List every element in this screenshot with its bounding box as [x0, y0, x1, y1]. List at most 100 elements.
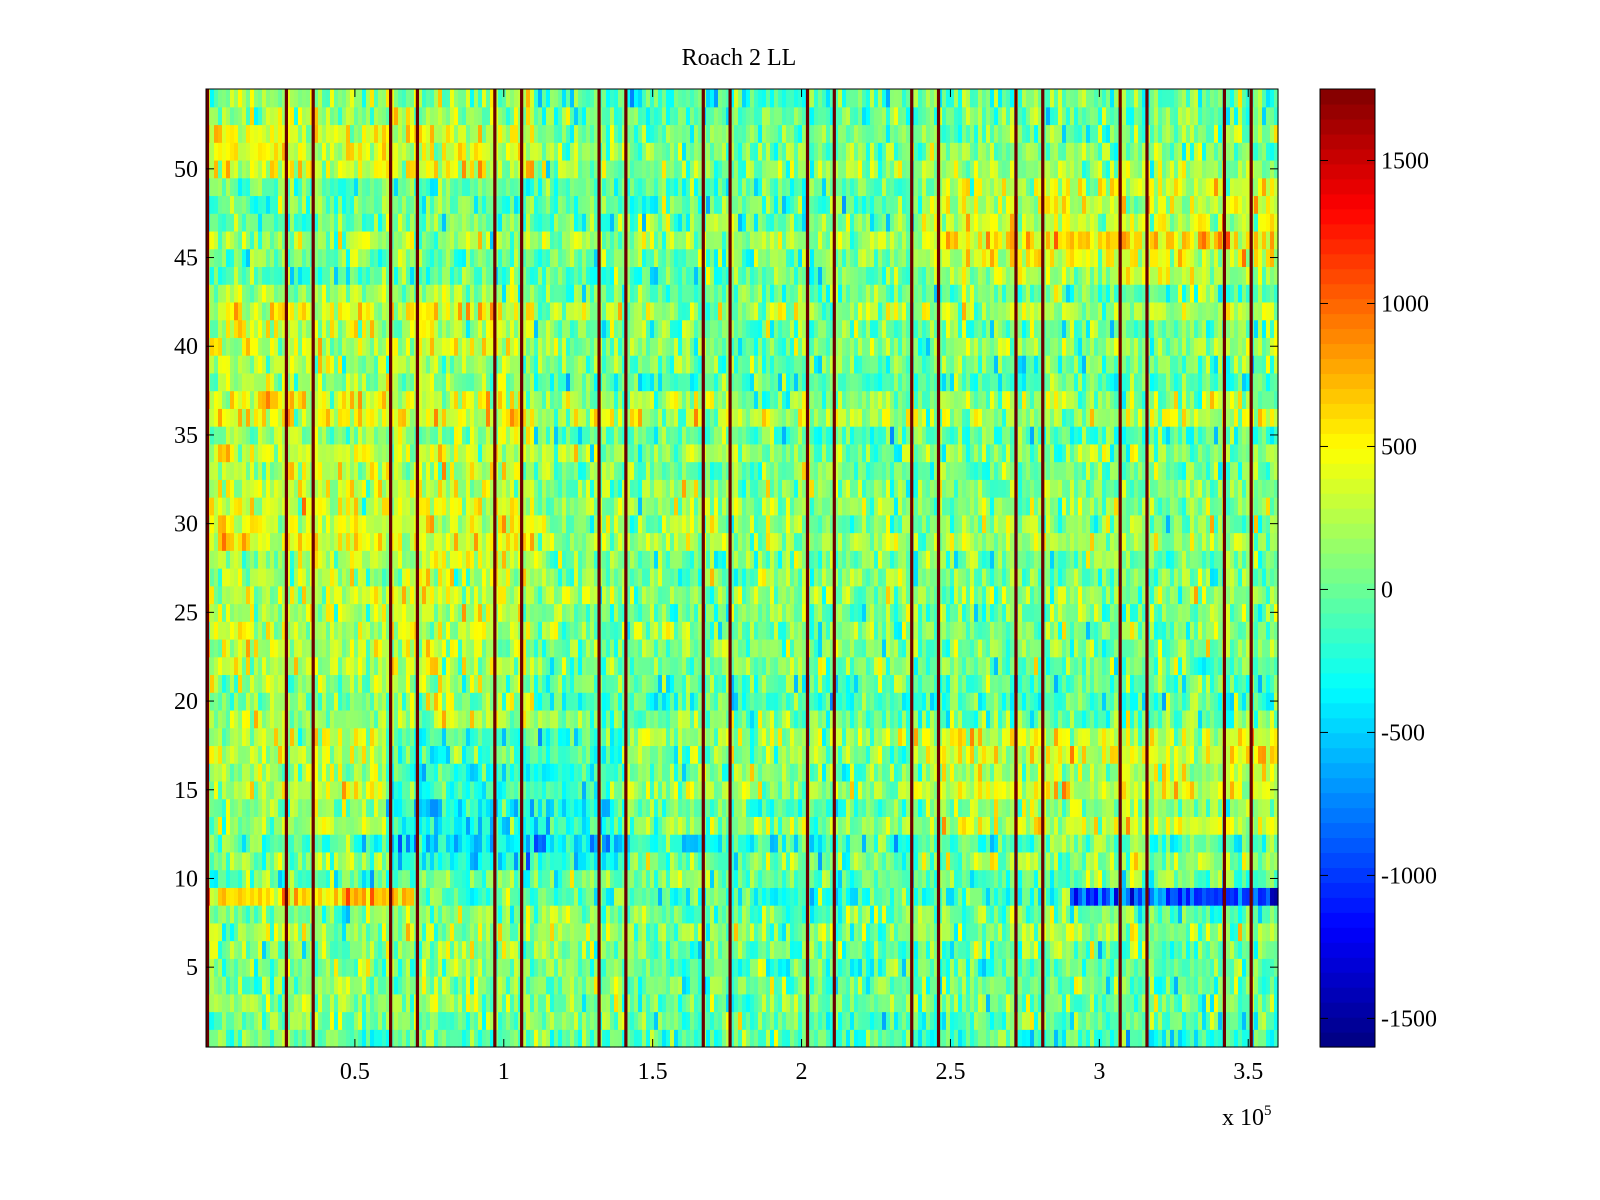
heatmap-cell	[842, 816, 847, 835]
heatmap-cell	[1018, 976, 1023, 995]
heatmap-cell	[242, 851, 247, 871]
heatmap-cell	[886, 763, 891, 782]
heatmap-cell	[502, 940, 507, 959]
heatmap-cell	[1106, 834, 1111, 853]
heatmap-cell	[474, 887, 479, 906]
heatmap-cell	[1142, 922, 1147, 942]
heatmap-cell	[362, 851, 367, 871]
heatmap-cell	[574, 780, 579, 800]
heatmap-cell	[1158, 887, 1163, 906]
heatmap-cell	[454, 834, 459, 853]
heatmap-cell	[1086, 922, 1091, 942]
heatmap-cell	[282, 763, 287, 782]
heatmap-cell	[766, 905, 771, 924]
heatmap-cell	[430, 851, 435, 871]
heatmap-cell	[838, 780, 843, 800]
heatmap-cell	[646, 851, 651, 871]
heatmap-cell	[818, 993, 823, 1013]
heatmap-cell	[230, 993, 235, 1013]
heatmap-cell	[562, 976, 567, 995]
heatmap-cell	[1046, 976, 1051, 995]
heatmap-cell	[902, 976, 907, 995]
heatmap-cell	[998, 727, 1003, 747]
heatmap-cell	[742, 993, 747, 1013]
heatmap-cell	[666, 940, 671, 959]
heatmap-cell	[1186, 869, 1191, 888]
heatmap-cell	[990, 780, 995, 800]
heatmap-cell	[1090, 798, 1095, 817]
heatmap-cell	[1106, 993, 1111, 1013]
heatmap-cell	[1170, 958, 1175, 977]
heatmap-cell	[646, 745, 651, 764]
heatmap-cell	[826, 993, 831, 1013]
heatmap-cell	[1198, 851, 1203, 871]
heatmap-cell	[550, 780, 555, 800]
heatmap-cell	[794, 940, 799, 959]
heatmap-cell	[730, 976, 735, 995]
heatmap-cell	[742, 905, 747, 924]
heatmap-cell	[1238, 887, 1243, 906]
heatmap-cell	[830, 745, 835, 764]
heatmap-cell	[306, 763, 311, 782]
heatmap-cell	[742, 869, 747, 888]
heatmap-cell	[1238, 816, 1243, 835]
heatmap-cell	[574, 1011, 579, 1030]
heatmap-cell	[438, 1029, 443, 1048]
heatmap-cell	[278, 780, 283, 800]
heatmap-cell	[790, 993, 795, 1013]
heatmap-cell	[1054, 976, 1059, 995]
heatmap-cell	[662, 798, 667, 817]
heatmap-cell	[870, 745, 875, 764]
heatmap-cell	[270, 851, 275, 871]
heatmap-cell	[1150, 816, 1155, 835]
heatmap-cell	[934, 798, 939, 817]
heatmap-cell	[586, 745, 591, 764]
heatmap-cell	[418, 798, 423, 817]
heatmap-cell	[774, 834, 779, 853]
heatmap-cell	[290, 1011, 295, 1030]
heatmap-cell	[282, 958, 287, 977]
heatmap-cell	[1174, 834, 1179, 853]
heatmap-cell	[522, 905, 527, 924]
heatmap-cell	[330, 709, 335, 729]
heatmap-cell	[278, 816, 283, 835]
heatmap-cell	[482, 745, 487, 764]
heatmap-cell	[710, 727, 715, 747]
heatmap-cell	[950, 816, 955, 835]
heatmap-cell	[790, 834, 795, 853]
heatmap-cell	[450, 993, 455, 1013]
heatmap-cell	[966, 763, 971, 782]
heatmap-cell	[690, 780, 695, 800]
heatmap-cell	[794, 780, 799, 800]
heatmap-cell	[342, 958, 347, 977]
heatmap-cell	[426, 1011, 431, 1030]
heatmap-cell	[438, 976, 443, 995]
heatmap-cell	[918, 922, 923, 942]
heatmap-cell	[774, 851, 779, 871]
heatmap-cell	[526, 727, 531, 747]
heatmap-cell	[1158, 851, 1163, 871]
heatmap-cell	[998, 834, 1003, 853]
heatmap-cell	[930, 958, 935, 977]
heatmap-cell	[538, 940, 543, 959]
heatmap-cell	[454, 798, 459, 817]
heatmap-cell	[566, 709, 571, 729]
heatmap-cell	[954, 763, 959, 782]
heatmap-cell	[290, 745, 295, 764]
heatmap-cell	[930, 869, 935, 888]
heatmap-cell	[810, 1011, 815, 1030]
heatmap-cell	[1234, 780, 1239, 800]
heatmap-cell	[1150, 1011, 1155, 1030]
heatmap-cell	[1162, 1011, 1167, 1030]
heatmap-cell	[1134, 905, 1139, 924]
heatmap-cell	[498, 709, 503, 729]
heatmap-cell	[458, 905, 463, 924]
heatmap-cell	[1002, 727, 1007, 747]
heatmap-cell	[322, 1011, 327, 1030]
heatmap-cell	[822, 1029, 827, 1048]
heatmap-cell	[614, 993, 619, 1013]
heatmap-cell	[1038, 745, 1043, 764]
heatmap-cell	[1046, 887, 1051, 906]
heatmap-cell	[962, 851, 967, 871]
heatmap-cell	[638, 976, 643, 995]
